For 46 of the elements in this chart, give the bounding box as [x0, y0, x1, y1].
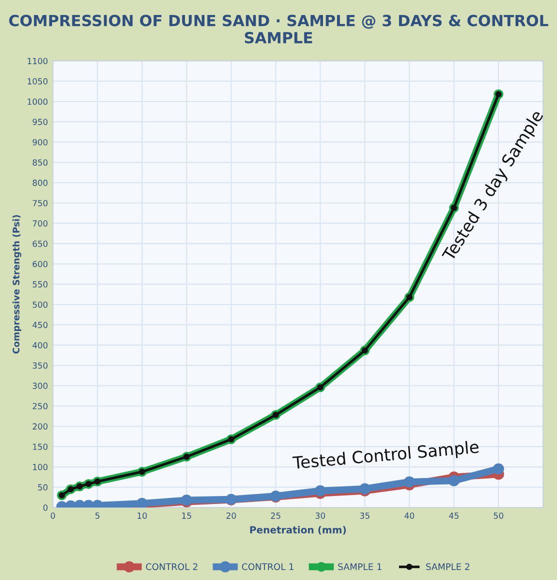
y-tick-label: 1050: [28, 78, 48, 84]
point: [314, 485, 326, 496]
y-tick-label: 450: [32, 322, 48, 328]
y-tick-label: 550: [32, 281, 48, 288]
x-tick-label: 40: [404, 512, 414, 519]
x-tick-label: 45: [449, 512, 459, 519]
x-tick-label: 35: [360, 512, 370, 519]
x-axis-title: Penetration (mm): [250, 526, 346, 535]
y-tick-label: 650: [32, 240, 48, 247]
y-tick-label: 700: [32, 220, 48, 227]
y-tick-label: 100: [33, 464, 48, 470]
x-tick-label: 50: [494, 512, 504, 519]
y-tick-label: 750: [32, 200, 48, 206]
annotation: Tested Control Sample: [292, 440, 480, 472]
legend-label: CONTROL 2: [146, 563, 198, 570]
x-tick-label: 25: [271, 512, 280, 519]
y-tick-label: 300: [32, 382, 48, 389]
chart-title: COMPRESSION OF DUNE SAND · SAMPLE @ 3 DAYS & CONTROL SAMPLE: [9, 14, 548, 44]
y-tick-label: 250: [32, 402, 48, 410]
x-tick-label: 30: [316, 512, 326, 519]
point: [448, 475, 460, 486]
x-tick-label: 5: [95, 512, 100, 519]
legend-label: SAMPLE 1: [338, 563, 382, 570]
x-tick-label: 10: [138, 512, 147, 519]
y-tick-label: 1100: [28, 58, 48, 64]
x-tick-label: 15: [182, 512, 192, 519]
y-tick-label: 0: [43, 504, 48, 511]
point: [492, 463, 504, 474]
point: [404, 476, 415, 488]
y-tick-label: 500: [32, 301, 48, 308]
y-tick-label: 900: [32, 139, 48, 146]
y-tick-label: 600: [32, 260, 48, 268]
y-tick-label: 1000: [28, 98, 48, 105]
legend-label: CONTROL 1: [242, 563, 294, 570]
y-tick-label: 200: [32, 423, 48, 430]
x-tick-label: 0: [50, 512, 56, 519]
x-tick-label: 20: [226, 512, 236, 519]
y-tick-label: 950: [32, 118, 48, 126]
y-tick-label: 400: [32, 342, 48, 348]
y-tick-label: 150: [33, 444, 48, 450]
y-tick-label: 50: [38, 484, 48, 490]
y-tick-label: 350: [32, 362, 48, 369]
y-tick-label: 850: [32, 159, 48, 166]
legend-label: SAMPLE 2: [426, 563, 470, 570]
y-tick-label: 800: [32, 180, 48, 186]
y-axis-title: Compressive Strength (Psi): [12, 215, 22, 354]
